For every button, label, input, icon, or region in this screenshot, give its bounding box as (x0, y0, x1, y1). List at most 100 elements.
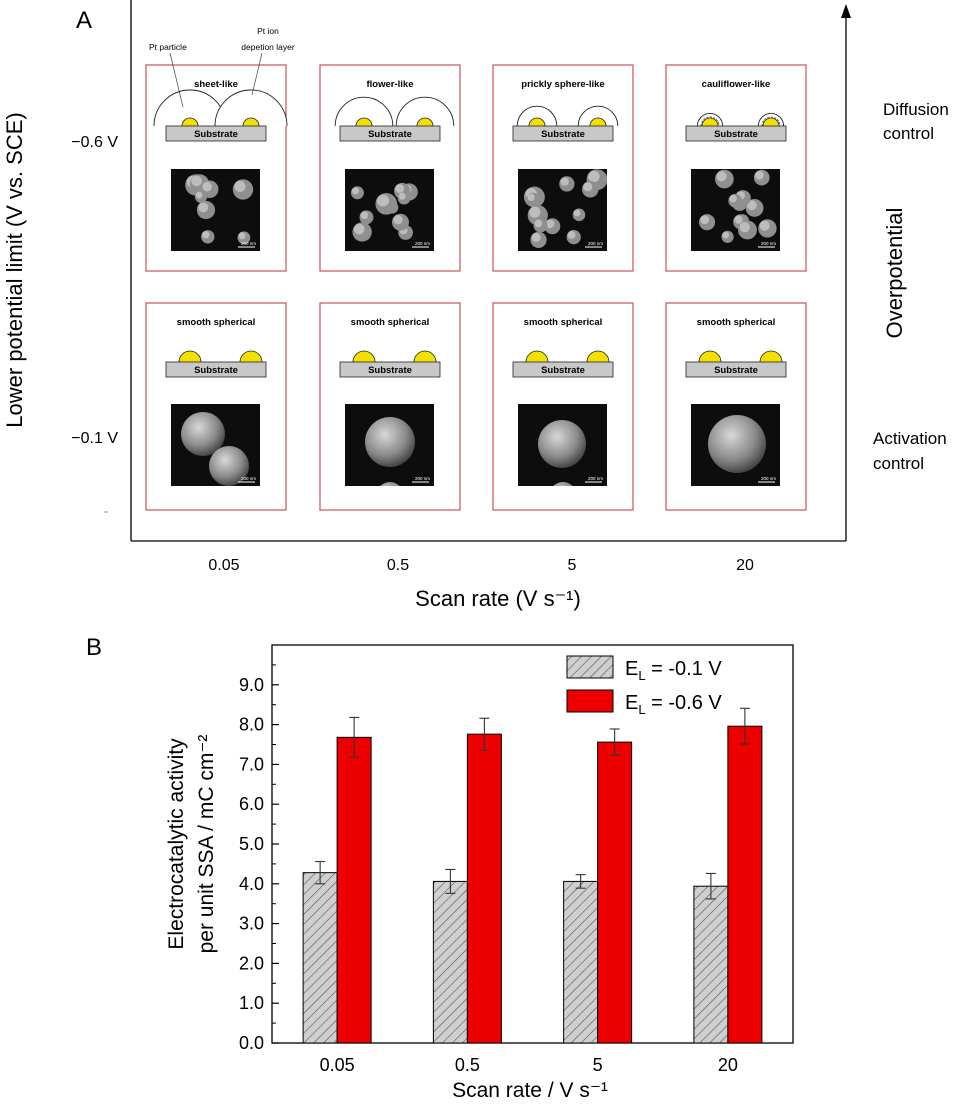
bar-neg01-0.5 (432, 880, 468, 1044)
pt-particle (586, 350, 610, 363)
panel-a-y-tick-bottom: −0.1 V (71, 430, 118, 447)
scale-bar-label: 200 nm (588, 241, 603, 246)
substrate-label: Substrate (368, 129, 412, 140)
nanoparticle (209, 446, 249, 486)
cell-bottom-3: smooth spherical Substrate 200 nm (665, 302, 807, 511)
pt-particle (528, 117, 546, 127)
y-tick-label: 6.0 (239, 794, 264, 814)
substrate-label: Substrate (541, 129, 585, 140)
arrow-up-icon (841, 4, 851, 18)
pt-particle (701, 117, 719, 127)
y-tick-label: 4.0 (239, 874, 264, 894)
substrate-label: Substrate (541, 365, 585, 376)
sem-image: 200 nm (345, 404, 434, 486)
y-tick-label: 5.0 (239, 834, 264, 854)
legend-swatch-neg06 (566, 689, 614, 713)
depletion-layer (516, 105, 558, 127)
pt-particle (698, 350, 722, 363)
cell-top-3: cauliflower-like Substrate 200 nm (665, 64, 807, 272)
nanoparticle (365, 417, 415, 467)
panel-a-y-axis-title: Lower potential limit (V vs. SCE) (2, 112, 27, 427)
bar-neg06-0.05 (336, 736, 372, 1044)
panel-a-cells: sheet-like Substrate 200 nm flower-like Subs… (145, 64, 807, 511)
depletion-inner (700, 116, 720, 127)
sem-image: 200 nm (518, 169, 607, 251)
cell-title: smooth spherical (351, 317, 430, 328)
nanoparticle (553, 482, 573, 486)
y-tick-label: 1.0 (239, 993, 264, 1013)
nanoparticle (380, 482, 400, 486)
y-axis-ticks: 0.0 1.0 2.0 3.0 4.0 5.0 6.0 7.0 8.0 9.0 (239, 664, 279, 1053)
panel-a-x-tick-0: 0.05 (208, 557, 239, 574)
sem-image: 200 nm (171, 404, 260, 486)
substrate-label: Substrate (714, 129, 758, 140)
y-axis-title-line2: per unit SSA / mC cm⁻² (195, 735, 218, 954)
substrate-label: Substrate (194, 365, 238, 376)
cell-title: prickly sphere-like (521, 79, 604, 90)
x-tick-label: 0.05 (320, 1055, 355, 1075)
pt-particle (242, 117, 260, 127)
panel-a-x-tick-1: 0.5 (387, 557, 409, 574)
y-tick-label: 7.0 (239, 754, 264, 774)
cell-bottom-0: smooth spherical Substrate 200 nm (145, 302, 287, 511)
bar-neg01-5 (563, 880, 599, 1044)
substrate (165, 361, 267, 378)
y-tick-label: 0.0 (239, 1033, 264, 1053)
pt-particle (178, 350, 202, 363)
activation-note-line2: control (873, 454, 924, 473)
bar-series (302, 707, 763, 1044)
cell-title: cauliflower-like (702, 79, 771, 90)
depletion-label-line2: depetion layer (241, 42, 295, 52)
scale-bar-label: 200 nm (415, 476, 430, 481)
panel-a-x-tick-2: 5 (568, 557, 577, 574)
cell-title: smooth spherical (524, 317, 603, 328)
pt-particle (416, 117, 434, 127)
depletion-pointer (251, 52, 263, 96)
depletion-layer (395, 96, 455, 127)
depletion-inner (761, 116, 781, 127)
overpotential-label: Overpotential (882, 208, 907, 339)
legend-swatch-neg01 (566, 655, 614, 679)
cell-title: smooth spherical (697, 317, 776, 328)
pt-particle (413, 350, 437, 363)
pt-particle (239, 350, 263, 363)
substrate-label: Substrate (714, 365, 758, 376)
pt-particle (589, 117, 607, 127)
nanoparticle (538, 420, 586, 468)
substrate (512, 361, 614, 378)
pt-particle (352, 350, 376, 363)
cell-title: smooth spherical (177, 317, 256, 328)
cell-bottom-1: smooth spherical Substrate 200 nm (319, 302, 461, 511)
panel-a-letter: A (76, 7, 92, 34)
cell-title: flower-like (367, 79, 414, 90)
depletion-layer (334, 96, 394, 127)
sem-image: 200 nm (691, 169, 780, 251)
pt-particle-pointer (169, 52, 184, 108)
x-tick-label: 0.5 (455, 1055, 480, 1075)
scale-bar-label: 200 nm (761, 241, 776, 246)
diffusion-note-line2: control (883, 124, 934, 143)
scale-bar-label: 200 nm (241, 476, 256, 481)
bar-neg06-5 (597, 741, 633, 1044)
pt-particle (355, 117, 373, 127)
cell-bottom-2: smooth spherical Substrate 200 nm (492, 302, 634, 511)
substrate (685, 361, 787, 378)
panel-a-y-tick-top: −0.6 V (71, 134, 118, 151)
depletion-label-line1: Pt ion (257, 26, 279, 36)
substrate-label: Substrate (194, 129, 238, 140)
bar-neg06-20 (727, 725, 763, 1044)
y-tick-label: 3.0 (239, 914, 264, 934)
bar-neg01-0.05 (302, 872, 338, 1044)
substrate (685, 125, 787, 142)
substrate (339, 361, 441, 378)
sem-image: 200 nm (345, 169, 434, 251)
panel-a-x-axis-title: Scan rate (V s⁻¹) (415, 586, 581, 611)
panel-a: A Lower potential limit (V vs. SCE) −0.6… (2, 0, 949, 611)
x-tick-label: 20 (718, 1055, 738, 1075)
x-axis-title: Scan rate / V s⁻¹ (452, 1079, 608, 1102)
sem-image: 200 nm (518, 404, 607, 486)
panel-b-letter: B (86, 634, 102, 661)
scale-bar-label: 200 nm (761, 476, 776, 481)
scale-bar-label: 200 nm (241, 241, 256, 246)
bar-neg01-20 (693, 885, 729, 1044)
